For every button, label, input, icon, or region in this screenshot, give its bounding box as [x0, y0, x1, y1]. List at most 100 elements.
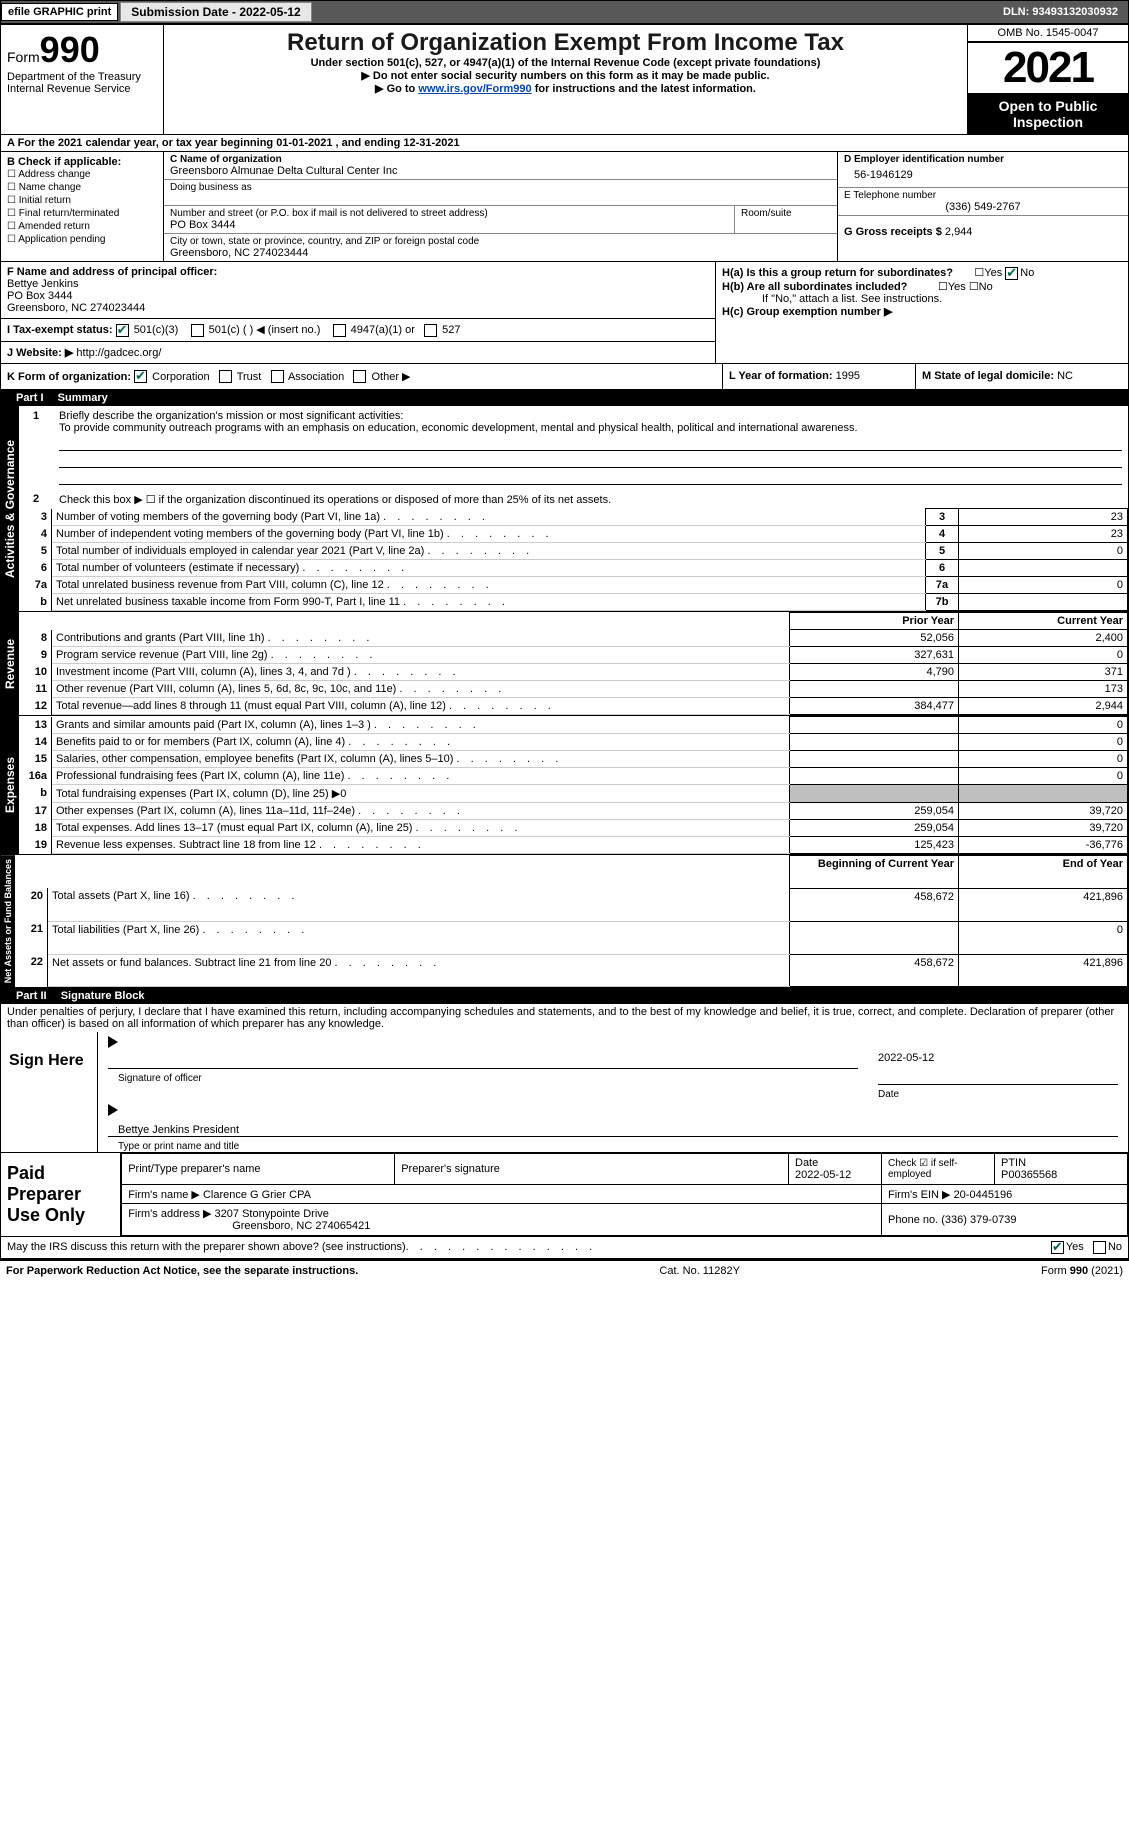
ein-value: 56-1946129 — [844, 165, 1122, 185]
check-501c[interactable] — [191, 324, 204, 337]
tab-net-assets: Net Assets or Fund Balances — [1, 855, 15, 987]
year-formation: 1995 — [836, 370, 860, 382]
q1-label: Briefly describe the organization's miss… — [59, 410, 403, 422]
penalty-text: Under penalties of perjury, I declare th… — [0, 1004, 1129, 1032]
tab-governance: Activities & Governance — [1, 406, 19, 611]
hb-note: If "No," attach a list. See instructions… — [722, 293, 1122, 305]
tab-expenses: Expenses — [1, 716, 19, 854]
ha-label: H(a) Is this a group return for subordin… — [722, 267, 953, 279]
page-footer: For Paperwork Reduction Act Notice, see … — [0, 1259, 1129, 1281]
arrow-icon — [108, 1104, 118, 1116]
l-year-label: L Year of formation: — [729, 370, 833, 382]
irs-link[interactable]: www.irs.gov/Form990 — [418, 83, 531, 95]
dba-label: Doing business as — [170, 182, 831, 193]
paid-preparer-label: Paid Preparer Use Only — [1, 1153, 121, 1236]
ptin-value: P00365568 — [1001, 1169, 1057, 1181]
fhijk-block: F Name and address of principal officer:… — [0, 262, 1129, 364]
footer-form: Form 990 (2021) — [1041, 1265, 1123, 1277]
check-501c3[interactable] — [116, 324, 129, 337]
officer-city: Greensboro, NC 274023444 — [7, 302, 709, 314]
addr-label: Number and street (or P.O. box if mail i… — [170, 208, 728, 219]
print-header: efile GRAPHIC print Submission Date - 20… — [0, 0, 1129, 24]
phone-value: (336) 549-2767 — [844, 201, 1122, 213]
prep-date: 2022-05-12 — [795, 1169, 851, 1181]
date-label: Date — [868, 1089, 1128, 1100]
ha-no[interactable] — [1005, 267, 1018, 280]
sig-officer-label: Signature of officer — [98, 1073, 868, 1084]
hc-label: H(c) Group exemption number ▶ — [722, 305, 1122, 318]
tax-year: 2021 — [968, 42, 1128, 94]
check-corp[interactable] — [134, 370, 147, 383]
check-4947[interactable] — [333, 324, 346, 337]
footer-left: For Paperwork Reduction Act Notice, see … — [6, 1265, 358, 1277]
room-label: Room/suite — [741, 208, 831, 219]
discuss-label: May the IRS discuss this return with the… — [7, 1241, 406, 1254]
sign-here-block: Sign Here Signature of officer 2022-05-1… — [0, 1032, 1129, 1153]
governance-table: 3Number of voting members of the governi… — [19, 508, 1128, 611]
check-other[interactable] — [353, 370, 366, 383]
check-final-return[interactable]: ☐ Final return/terminated — [7, 207, 157, 220]
form-title-bar: Form990 Department of the Treasury Inter… — [0, 24, 1129, 135]
mission-text: To provide community outreach programs w… — [59, 422, 858, 434]
e-phone-label: E Telephone number — [844, 190, 1122, 201]
check-address-change[interactable]: ☐ Address change — [7, 168, 157, 181]
check-trust[interactable] — [219, 370, 232, 383]
self-employed-check[interactable]: Check ☑ if self-employed — [882, 1154, 995, 1185]
check-527[interactable] — [424, 324, 437, 337]
part2-bar: Part II Signature Block — [0, 988, 1129, 1004]
header-block: B Check if applicable: ☐ Address change … — [0, 152, 1129, 262]
discuss-yes[interactable] — [1051, 1241, 1064, 1254]
firm-ein: 20-0445196 — [954, 1189, 1013, 1201]
prep-name-label: Print/Type preparer's name — [122, 1154, 395, 1185]
firm-name-label: Firm's name ▶ — [128, 1189, 200, 1201]
g-receipts-label: G Gross receipts $ — [844, 226, 942, 238]
officer-print-name: Bettye Jenkins President — [118, 1124, 239, 1136]
subtitle: Under section 501(c), 527, or 4947(a)(1)… — [168, 57, 963, 69]
discuss-row: May the IRS discuss this return with the… — [0, 1237, 1129, 1259]
k-form-org-label: K Form of organization: — [7, 371, 131, 383]
submission-date-button[interactable]: Submission Date - 2022-05-12 — [120, 2, 311, 22]
officer-addr: PO Box 3444 — [7, 290, 709, 302]
website-value: http://gadcec.org/ — [76, 347, 161, 359]
firm-ein-label: Firm's EIN ▶ — [888, 1189, 951, 1201]
officer-name: Bettye Jenkins — [7, 278, 709, 290]
tab-revenue: Revenue — [1, 612, 19, 715]
org-city: Greensboro, NC 274023444 — [170, 247, 831, 259]
check-assoc[interactable] — [271, 370, 284, 383]
instruction-2: ▶ Go to www.irs.gov/Form990 for instruct… — [168, 82, 963, 95]
firm-addr-label: Firm's address ▶ — [128, 1208, 211, 1220]
f-officer-label: F Name and address of principal officer: — [7, 266, 709, 278]
paid-preparer-block: Paid Preparer Use Only Print/Type prepar… — [0, 1153, 1129, 1237]
state-domicile: NC — [1057, 370, 1073, 382]
sign-date: 2022-05-12 — [878, 1036, 1118, 1085]
d-ein-label: D Employer identification number — [844, 154, 1122, 165]
tax-year-line: A For the 2021 calendar year, or tax yea… — [0, 135, 1129, 152]
instruction-1: ▶ Do not enter social security numbers o… — [168, 69, 963, 82]
section-b-header: B Check if applicable: — [7, 156, 157, 168]
summary-body: Activities & Governance 1Briefly describ… — [0, 406, 1129, 988]
irs-label: Internal Revenue Service — [7, 83, 157, 95]
i-tax-status-label: I Tax-exempt status: — [7, 324, 113, 336]
check-amended[interactable]: ☐ Amended return — [7, 220, 157, 233]
city-label: City or town, state or province, country… — [170, 236, 831, 247]
omb-number: OMB No. 1545-0047 — [968, 25, 1128, 42]
check-initial-return[interactable]: ☐ Initial return — [7, 194, 157, 207]
prep-sig-label: Preparer's signature — [395, 1154, 789, 1185]
sign-here-label: Sign Here — [1, 1032, 98, 1152]
revenue-table: Prior YearCurrent Year8Contributions and… — [19, 612, 1128, 715]
check-name-change[interactable]: ☐ Name change — [7, 181, 157, 194]
discuss-no[interactable] — [1093, 1241, 1106, 1254]
part1-bar: Part I Summary — [0, 390, 1129, 406]
form-word: Form — [7, 49, 40, 65]
c-name-label: C Name of organization — [170, 154, 831, 165]
form-number: 990 — [40, 29, 100, 70]
q2-label: Check this box ▶ ☐ if the organization d… — [59, 494, 611, 506]
net-assets-table: Beginning of Current YearEnd of Year20To… — [15, 855, 1128, 987]
expenses-table: 13Grants and similar amounts paid (Part … — [19, 716, 1128, 854]
check-pending[interactable]: ☐ Application pending — [7, 233, 157, 246]
firm-addr2: Greensboro, NC 274065421 — [128, 1220, 370, 1232]
m-state-label: M State of legal domicile: — [922, 370, 1054, 382]
open-inspection: Open to Public Inspection — [968, 94, 1128, 134]
dln-label: DLN: 93493132030932 — [1003, 6, 1128, 18]
firm-addr: 3207 Stonypointe Drive — [215, 1208, 329, 1220]
